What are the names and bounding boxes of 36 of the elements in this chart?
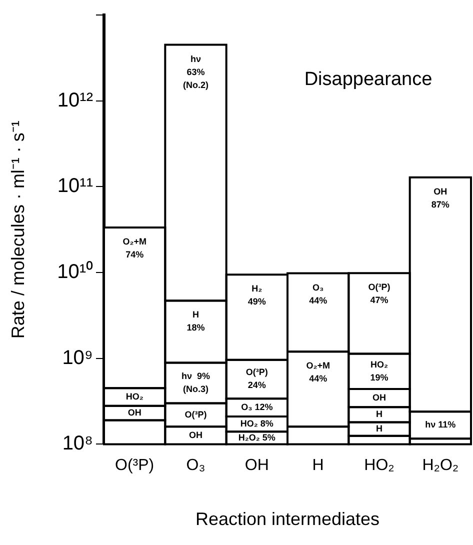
annotation: O₃ 12% — [241, 402, 273, 412]
annotation: OH — [128, 408, 142, 418]
annotation: OH — [372, 392, 386, 403]
x-tick-label: H — [312, 457, 324, 474]
annotation: O(³P) 24% — [246, 367, 268, 390]
x-tick-label: H₂O₂ — [422, 457, 459, 474]
y-axis-title: Rate / molecules · ml⁻¹ · s⁻¹ — [8, 120, 28, 339]
annotation: Disappearance — [304, 69, 432, 90]
x-tick-label: O₃ — [186, 457, 206, 474]
annotation: O₃ 44% — [309, 282, 328, 306]
x-axis-title: Reaction intermediates — [195, 509, 380, 530]
y-tick-label: 10⁹ — [62, 346, 93, 369]
annotation: OH 87% — [431, 186, 450, 210]
x-tick-label: OH — [244, 457, 269, 474]
y-tick-label: 10¹¹ — [57, 175, 94, 198]
annotation: hν 9% (No.3) — [181, 370, 210, 394]
y-tick-label: 10¹² — [57, 89, 94, 112]
y-tick-label: 10¹⁰ — [57, 260, 93, 284]
annotation: HO₂ 8% — [240, 418, 274, 429]
annotation: OH — [189, 430, 202, 440]
annotation: O₂+M 44% — [306, 360, 330, 384]
annotation: H — [376, 409, 382, 420]
annotation: O(³P) 47% — [368, 282, 390, 306]
annotation: H 18% — [186, 310, 205, 333]
y-tick-label: 10⁸ — [62, 432, 93, 455]
annotation: H₂O₂ 5% — [238, 432, 276, 442]
annotation: H₂ 49% — [248, 284, 266, 307]
annotation: H — [376, 424, 382, 434]
annotation: hν 11% — [425, 420, 456, 430]
annotation: HO₂ 19% — [370, 359, 388, 382]
annotation: O(³P) — [184, 409, 207, 420]
annotation: O₂+M 74% — [122, 236, 146, 260]
x-tick-label: HO₂ — [364, 457, 394, 474]
annotation: HO₂ — [126, 391, 144, 402]
x-tick-label: O(³P) — [115, 457, 154, 474]
annotation: hν 63% (No.2) — [183, 54, 208, 90]
